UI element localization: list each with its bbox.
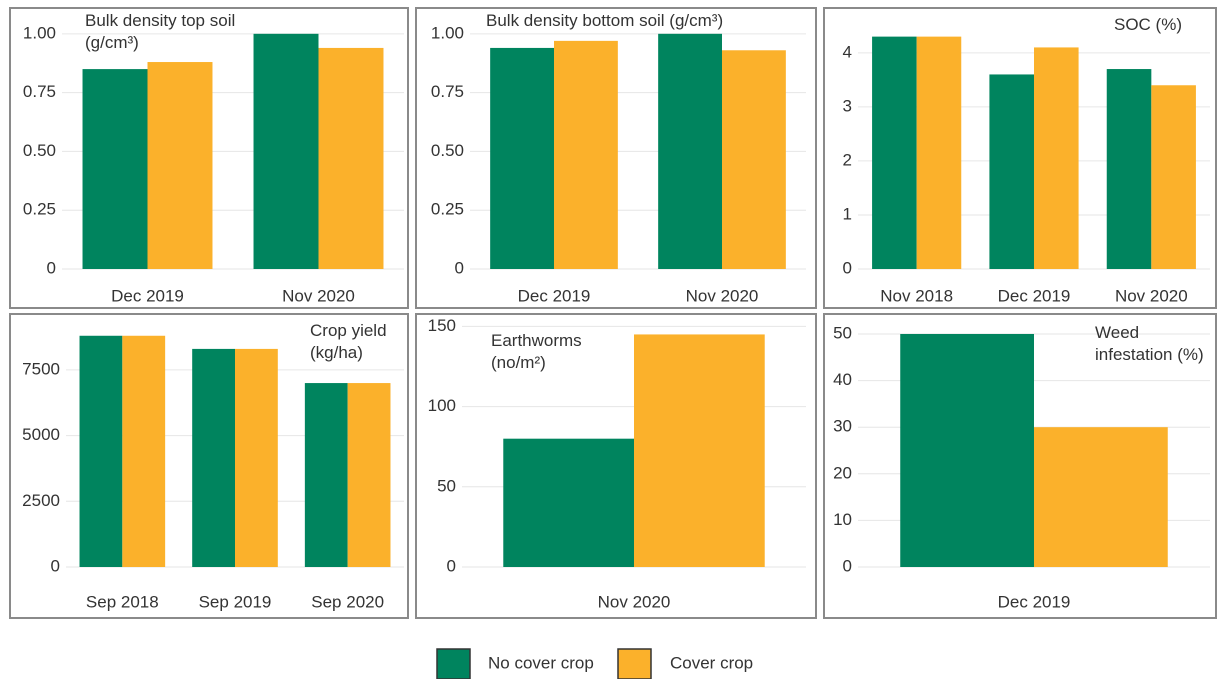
x-tick-label: Dec 2019: [518, 286, 591, 305]
x-tick-label: Nov 2020: [598, 592, 671, 611]
panel-border: [415, 313, 817, 619]
panel-border: [9, 7, 409, 309]
y-tick-label: 150: [428, 316, 456, 335]
bar: [872, 36, 917, 269]
bar: [253, 33, 319, 269]
y-tick-label: 0: [455, 258, 464, 277]
bar: [122, 335, 166, 567]
bar: [1106, 69, 1152, 269]
x-tick-label: Nov 2020: [282, 286, 355, 305]
bar: [304, 383, 348, 567]
panel-border: [823, 313, 1217, 619]
y-tick-label: 2500: [22, 491, 60, 510]
bar: [1151, 85, 1196, 270]
y-tick-label: 1: [843, 204, 852, 223]
legend-swatch: [436, 648, 471, 679]
bar: [147, 62, 213, 270]
chart-title: SOC (%): [1114, 15, 1182, 34]
y-tick-label: 100: [428, 396, 456, 415]
panel-border: [415, 7, 817, 309]
y-tick-label: 7500: [22, 359, 60, 378]
x-tick-label: Nov 2020: [1115, 286, 1188, 305]
bar: [347, 383, 391, 567]
chart-title: Weed infestation (%): [1095, 323, 1204, 364]
bar: [722, 50, 786, 270]
x-tick-label: Sep 2020: [311, 592, 384, 611]
y-tick-label: 3: [843, 96, 852, 115]
bar: [82, 69, 148, 269]
bar: [79, 335, 123, 567]
y-tick-label: 0: [843, 258, 852, 277]
chart-title: Bulk density bottom soil (g/cm³): [486, 11, 724, 30]
panel-border: [823, 7, 1217, 309]
y-tick-label: 0.75: [431, 82, 464, 101]
bar: [634, 334, 765, 567]
x-tick-label: Dec 2019: [998, 592, 1071, 611]
legend-swatch: [617, 648, 652, 679]
y-tick-label: 5000: [22, 425, 60, 444]
y-tick-label: 0.50: [23, 141, 56, 160]
y-tick-label: 0: [51, 556, 60, 575]
y-tick-label: 0.75: [23, 82, 56, 101]
bar: [554, 40, 618, 270]
bar: [989, 74, 1034, 269]
y-tick-label: 1.00: [431, 23, 464, 42]
y-tick-label: 40: [833, 370, 852, 389]
bar: [235, 348, 278, 567]
bar: [1034, 47, 1079, 269]
x-tick-label: Sep 2018: [86, 592, 159, 611]
bar: [192, 348, 235, 567]
x-tick-label: Dec 2019: [111, 286, 184, 305]
y-tick-label: 30: [833, 417, 852, 436]
panel-border: [9, 313, 409, 619]
bar: [900, 333, 1034, 567]
chart-title: Earthworms (no/m²): [491, 331, 582, 372]
y-tick-label: 50: [437, 476, 456, 495]
legend-label: Cover crop: [670, 653, 753, 672]
y-tick-label: 0.50: [431, 141, 464, 160]
chart-title: Crop yield (kg/ha): [310, 321, 387, 362]
y-tick-label: 20: [833, 463, 852, 482]
bar: [916, 36, 962, 269]
y-tick-label: 10: [833, 510, 852, 529]
legend-label: No cover crop: [488, 653, 594, 672]
y-tick-label: 0: [843, 556, 852, 575]
x-tick-label: Dec 2019: [998, 286, 1071, 305]
y-tick-label: 50: [833, 323, 852, 342]
y-tick-label: 2: [843, 150, 852, 169]
bar: [318, 47, 384, 269]
y-tick-label: 0.25: [23, 200, 56, 219]
y-tick-label: 0.25: [431, 200, 464, 219]
bar: [503, 438, 634, 567]
x-tick-label: Nov 2020: [686, 286, 759, 305]
y-tick-label: 0: [47, 258, 56, 277]
x-tick-label: Sep 2019: [199, 592, 272, 611]
y-tick-label: 0: [447, 556, 456, 575]
x-tick-label: Nov 2018: [880, 286, 953, 305]
y-tick-label: 4: [843, 42, 852, 61]
y-tick-label: 1.00: [23, 23, 56, 42]
bar: [658, 33, 722, 269]
bar: [490, 47, 554, 269]
bar: [1034, 427, 1168, 567]
chart-title: Bulk density top soil (g/cm³): [85, 11, 236, 52]
